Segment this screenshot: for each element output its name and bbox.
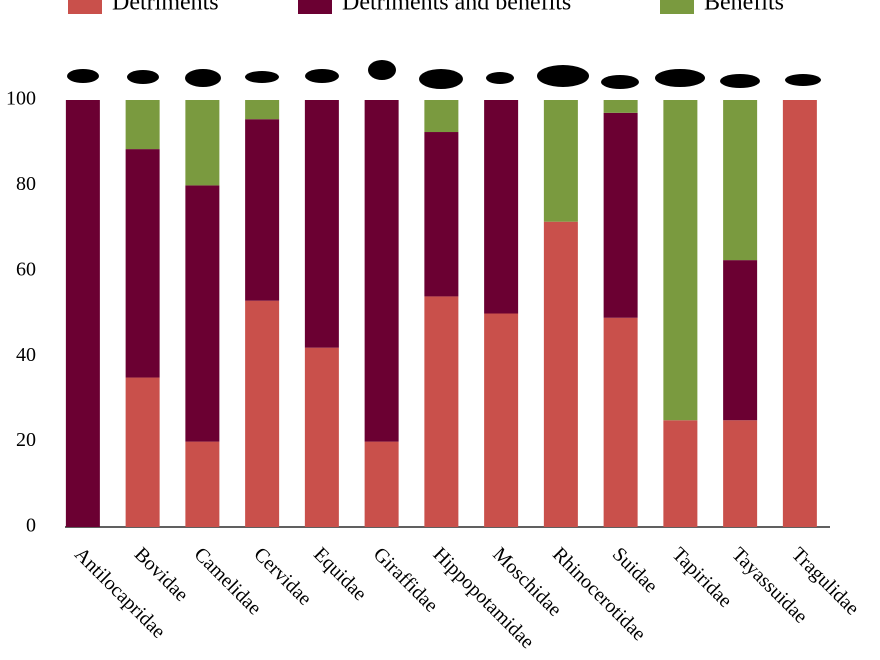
bar-segment	[245, 300, 280, 527]
bar-segment	[484, 100, 519, 314]
x-tick-label: Tapiridae	[668, 543, 737, 612]
bar-segment	[364, 100, 399, 442]
bar-segment	[125, 377, 160, 527]
legend: Detriments Detriments and benefits Benefit…	[68, 0, 784, 16]
bar-segment	[245, 119, 280, 301]
bar-segment	[603, 317, 638, 527]
bar-segment	[723, 420, 758, 527]
bar-segment	[603, 112, 638, 318]
bar-segment	[424, 100, 459, 133]
bar-segment	[125, 149, 160, 378]
y-tick-label: 40	[16, 344, 36, 366]
bar-segment	[484, 313, 519, 527]
x-tick-label: Giraffidae	[369, 543, 442, 616]
bar-segment	[304, 347, 339, 527]
legend-label: Detriments and benefits	[342, 0, 571, 16]
legend-swatch	[298, 0, 332, 14]
legend-swatch	[660, 0, 694, 14]
bar-segment	[782, 100, 817, 527]
legend-label: Benefits	[704, 0, 784, 16]
bar-segment	[723, 100, 758, 261]
bar-segment	[663, 420, 698, 527]
y-tick-label: 80	[16, 173, 36, 195]
y-tick-label: 0	[26, 515, 36, 537]
legend-label: Detriments	[112, 0, 219, 16]
bar-segment	[185, 185, 220, 442]
silhouettes	[67, 60, 821, 89]
x-tick-label: Suidae	[608, 543, 662, 597]
bar-segment	[424, 132, 459, 297]
x-tick-label: Equidae	[309, 543, 371, 605]
x-tick-label: Hippopotamidae	[429, 543, 539, 653]
y-tick-label: 20	[16, 429, 36, 451]
y-tick-label: 100	[6, 88, 36, 110]
bar-segment	[424, 296, 459, 527]
bar-segment	[543, 221, 578, 527]
y-tick-label: 60	[16, 258, 36, 280]
bar-segment	[723, 260, 758, 421]
bar-segment	[65, 100, 100, 527]
bar-segment	[543, 100, 578, 222]
bar-segment	[304, 100, 339, 348]
bar-segment	[125, 100, 160, 150]
bar-segment	[364, 441, 399, 527]
bar-segment	[185, 100, 220, 186]
legend-swatch	[68, 0, 102, 14]
bar-segment	[603, 100, 638, 113]
bar-segment	[245, 100, 280, 120]
bar-segment	[663, 100, 698, 421]
bar-segment	[185, 441, 220, 527]
